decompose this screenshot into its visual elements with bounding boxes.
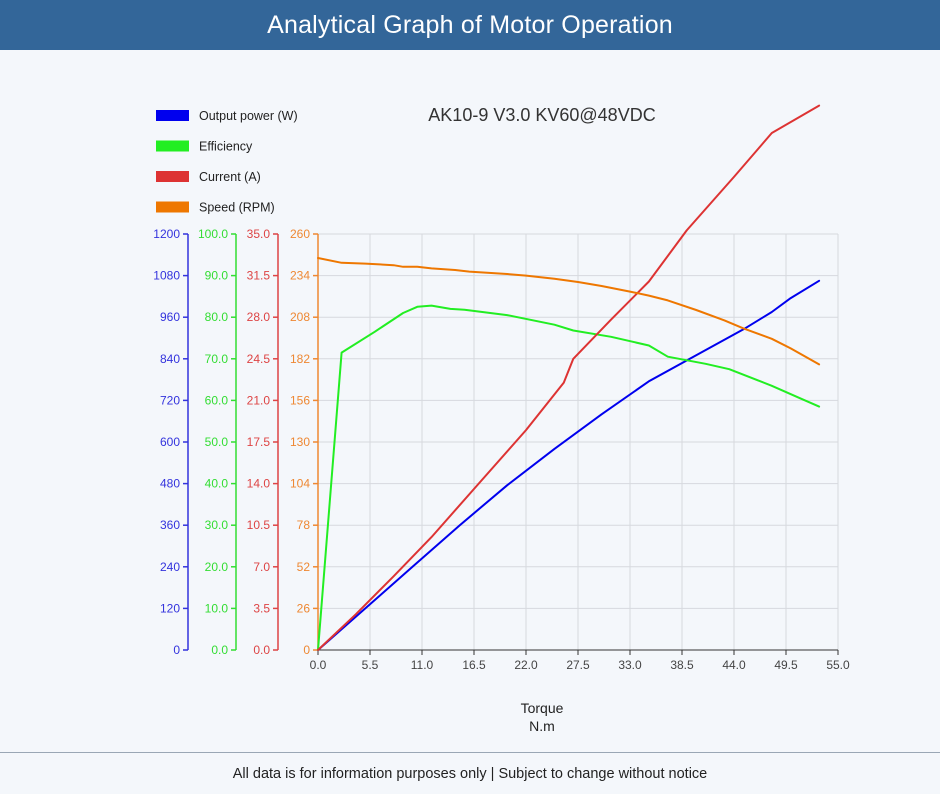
- legend-swatch-current: [156, 171, 189, 182]
- y-tick-label-power: 120: [160, 601, 180, 615]
- footer-note: All data is for information purposes onl…: [232, 765, 708, 782]
- x-tick-label: 49.5: [774, 658, 798, 672]
- y-tick-label-power: 360: [160, 518, 180, 532]
- series-line-speed: [317, 257, 821, 366]
- y-tick-label-efficiency: 100.0: [198, 227, 228, 241]
- series-line-efficiency: [317, 304, 821, 651]
- x-tick-label: 44.0: [722, 658, 746, 672]
- y-tick-label-current: 10.5: [247, 518, 271, 532]
- x-tick-label: 0.0: [310, 658, 327, 672]
- y-tick-label-speed: 260: [290, 227, 310, 241]
- y-tick-label-efficiency: 30.0: [205, 518, 229, 532]
- y-tick-label-power: 720: [160, 393, 180, 407]
- x-tick-label: 16.5: [462, 658, 486, 672]
- y-tick-label-power: 600: [160, 435, 180, 449]
- y-tick-label-power: 1080: [153, 269, 180, 283]
- y-tick-label-current: 21.0: [247, 393, 271, 407]
- legend-label-efficiency: Efficiency: [199, 140, 253, 154]
- footer-disclaimer: All data is for information purposes onl…: [0, 752, 940, 794]
- y-tick-label-efficiency: 20.0: [205, 560, 229, 574]
- y-tick-label-current: 31.5: [247, 269, 271, 283]
- x-axis-label: Torque: [521, 700, 564, 716]
- legend-swatch-speed: [156, 201, 189, 213]
- y-axis-power: 0 120 240 360 480 600 720 840 960 1080 1200: [153, 227, 189, 657]
- y-tick-label-current: 7.0: [253, 560, 270, 574]
- y-tick-label-efficiency: 60.0: [205, 393, 229, 407]
- x-tick-label: 55.0: [826, 658, 850, 672]
- y-tick-label-efficiency: 50.0: [205, 435, 229, 449]
- x-tick-label: 27.5: [566, 658, 590, 672]
- y-tick-label-speed: 78: [297, 518, 311, 532]
- x-tick-label: 5.5: [362, 658, 379, 672]
- y-tick-label-efficiency: 80.0: [205, 310, 229, 324]
- series-group: [317, 104, 821, 651]
- y-tick-label-current: 0.0: [253, 643, 270, 657]
- y-tick-label-current: 17.5: [247, 435, 271, 449]
- y-tick-label-current: 14.0: [247, 477, 271, 491]
- y-tick-label-power: 0: [173, 643, 180, 657]
- y-tick-label-efficiency: 90.0: [205, 269, 229, 283]
- x-tick-label: 11.0: [411, 658, 434, 672]
- y-tick-label-current: 24.5: [247, 352, 271, 366]
- y-tick-label-power: 240: [160, 560, 180, 574]
- x-tick-label: 33.0: [618, 658, 642, 672]
- y-tick-label-current: 28.0: [247, 310, 271, 324]
- y-tick-label-efficiency: 40.0: [205, 477, 229, 491]
- legend-label-power: Output power (W): [199, 109, 298, 123]
- y-axis-efficiency: 0.0 10.0 20.0 30.0 40.0 50.0 60.0 70.0 80.0 90.0 1…: [198, 227, 237, 657]
- legend-label-current: Current (A): [199, 170, 261, 184]
- legend-label-speed: Speed (RPM): [199, 201, 275, 215]
- y-axis-current: 0.0 3.5 7.0 10.5 14.0 17.5 21.0 24.5 28.0 31.5 35.…: [247, 227, 279, 657]
- y-tick-label-power: 840: [160, 352, 180, 366]
- y-tick-label-power: 960: [160, 310, 180, 324]
- y-tick-label-speed: 26: [297, 601, 311, 615]
- y-tick-label-speed: 234: [290, 269, 310, 283]
- motor-operation-chart: AK10-9 V3.0 KV60@48VDC Torque N.m 0.0 5.5…: [153, 104, 850, 734]
- y-tick-label-speed: 130: [290, 435, 310, 449]
- y-tick-label-efficiency: 10.0: [205, 601, 229, 615]
- y-tick-label-current: 3.5: [253, 601, 270, 615]
- y-tick-label-power: 480: [160, 477, 180, 491]
- y-tick-label-speed: 104: [290, 477, 310, 491]
- chart-subtitle: AK10-9 V3.0 KV60@48VDC: [428, 105, 655, 125]
- y-tick-label-power: 1200: [153, 227, 180, 241]
- x-tick-label: 38.5: [670, 658, 694, 672]
- legend: Output power (W) Efficiency Current (A) Spe…: [156, 109, 298, 215]
- legend-swatch-efficiency: [156, 140, 189, 152]
- y-tick-label-current: 35.0: [247, 227, 271, 241]
- legend-swatch-power: [156, 110, 189, 121]
- y-tick-label-speed: 0: [303, 643, 310, 657]
- x-axis-unit: N.m: [529, 718, 555, 734]
- series-line-power: [317, 279, 821, 651]
- y-tick-label-speed: 52: [297, 560, 311, 574]
- y-tick-label-speed: 182: [290, 352, 310, 366]
- x-axis: 0.0 5.5 11.0 16.5 22.0 27.5 33.0 38.5 44.0 49.5 55…: [310, 649, 850, 672]
- y-tick-label-speed: 208: [290, 310, 310, 324]
- y-tick-label-efficiency: 70.0: [205, 352, 229, 366]
- header-bar: Analytical Graph of Motor Operation: [0, 0, 940, 50]
- y-axis-speed: 0 26 52 78 104 130 156 182 208 234 260: [290, 227, 319, 657]
- y-tick-label-speed: 156: [290, 393, 310, 407]
- grid: [318, 233, 839, 650]
- page-title: Analytical Graph of Motor Operation: [267, 10, 673, 39]
- x-tick-label: 22.0: [514, 658, 538, 672]
- y-tick-label-efficiency: 0.0: [211, 643, 228, 657]
- series-line-current: [317, 104, 821, 651]
